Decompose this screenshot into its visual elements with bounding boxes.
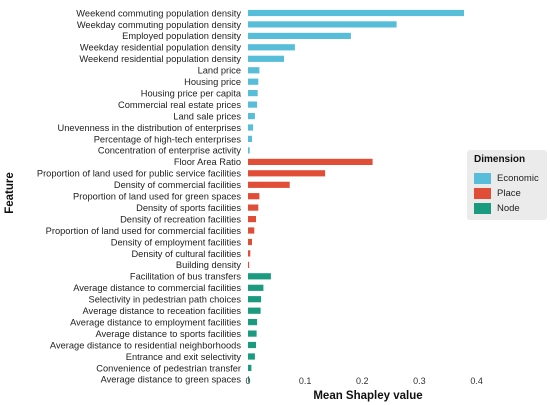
feature-label: Commercial real estate prices bbox=[118, 100, 241, 110]
feature-label: Building density bbox=[176, 260, 241, 270]
bar-node-4 bbox=[248, 319, 258, 326]
feature-label: Land price bbox=[198, 66, 241, 76]
bar-economic-11 bbox=[248, 135, 252, 142]
feature-label: Average distance to commercial facilitie… bbox=[73, 283, 241, 293]
bar-place-8 bbox=[248, 250, 251, 257]
feature-label: Selectivity in pedestrian path choices bbox=[89, 295, 242, 305]
legend-item-place: Place bbox=[474, 186, 521, 200]
legend-item-node: Node bbox=[474, 201, 520, 215]
x-tick-label: 0.2 bbox=[356, 376, 369, 386]
bar-node-7 bbox=[248, 353, 255, 360]
bar-place-3 bbox=[248, 193, 260, 200]
feature-label: Average distance to employment facilitie… bbox=[70, 317, 241, 327]
bar-node-3 bbox=[248, 307, 261, 314]
bar-node-9 bbox=[248, 376, 250, 383]
x-axis-ticks-group: 0 0.1 0.2 0.3 0.4 bbox=[245, 376, 482, 386]
bar-node-1 bbox=[248, 284, 264, 291]
feature-label: Average distance to residential neighbor… bbox=[50, 340, 241, 350]
feature-label: Concentration of enterprise activity bbox=[98, 146, 241, 156]
bar-node-0 bbox=[248, 273, 271, 280]
x-tick-label: 0.1 bbox=[299, 376, 312, 386]
feature-label: Housing price bbox=[184, 77, 241, 87]
feature-label: Density of employment facilities bbox=[111, 237, 242, 247]
feature-label: Density of cultural facilities bbox=[131, 249, 241, 259]
bar-place-0 bbox=[248, 158, 373, 165]
x-tick-label: 0 bbox=[245, 376, 250, 386]
bar-economic-1 bbox=[248, 21, 397, 28]
bar-economic-9 bbox=[248, 113, 255, 120]
legend-label-node: Node bbox=[497, 202, 520, 214]
legend-swatch-economic bbox=[474, 172, 491, 184]
feature-label: Average distance to receation facilities bbox=[83, 306, 242, 316]
bar-economic-3 bbox=[248, 44, 295, 51]
bar-place-1 bbox=[248, 170, 326, 177]
feature-label: Weekend residential population density bbox=[79, 54, 241, 64]
feature-label: Proportion of land used for green spaces bbox=[73, 192, 241, 202]
legend-item-economic: Economic bbox=[474, 171, 539, 185]
y-axis-title: Feature bbox=[4, 172, 16, 214]
bar-node-6 bbox=[248, 341, 256, 349]
bar-place-5 bbox=[248, 216, 256, 223]
bar-economic-8 bbox=[248, 101, 258, 108]
x-tick-label: 0.4 bbox=[470, 376, 483, 386]
feature-label: Proportion of land used for commercial f… bbox=[46, 226, 242, 236]
feature-label: Floor Area Ratio bbox=[174, 157, 241, 167]
bar-place-6 bbox=[248, 227, 255, 234]
feature-label: Weekend commuting population density bbox=[76, 8, 241, 18]
bar-place-9 bbox=[248, 261, 250, 268]
legend-label-economic: Economic bbox=[497, 172, 539, 184]
bars-group bbox=[248, 9, 464, 383]
legend-title: Dimension bbox=[474, 154, 526, 165]
feature-label: Weekday commuting population density bbox=[77, 20, 242, 30]
feature-labels-group: Weekend commuting population density Week… bbox=[37, 8, 242, 384]
x-axis-title: Mean Shapley value bbox=[313, 390, 422, 402]
feature-label: Facilitation of bus transfers bbox=[130, 272, 241, 282]
feature-label: Land sale prices bbox=[173, 111, 241, 121]
feature-label: Average distance to green spaces bbox=[101, 375, 242, 385]
feature-label: Proportion of land used for public servi… bbox=[37, 169, 241, 179]
bar-economic-4 bbox=[248, 55, 284, 62]
feature-label: Housing price per capita bbox=[141, 88, 242, 98]
bar-economic-2 bbox=[248, 32, 351, 39]
feature-label: Weekday residential population density bbox=[80, 43, 241, 53]
feature-label: Density of sports facilities bbox=[136, 203, 241, 213]
bar-economic-12 bbox=[248, 147, 250, 154]
feature-label: Unevenness in the distribution of enterp… bbox=[58, 123, 242, 133]
x-tick-label: 0.3 bbox=[413, 376, 426, 386]
legend-swatch-node bbox=[474, 202, 491, 214]
legend-label-place: Place bbox=[497, 187, 521, 199]
bar-economic-5 bbox=[248, 67, 260, 74]
bar-place-7 bbox=[248, 238, 252, 246]
feature-label: Density of commercial facilities bbox=[114, 180, 241, 190]
feature-label: Employed population density bbox=[122, 31, 241, 41]
feature-label: Average distance to sports facilities bbox=[95, 329, 241, 339]
bar-place-2 bbox=[248, 181, 290, 188]
feature-label: Percentage of high-tech enterprises bbox=[94, 134, 242, 144]
bar-place-4 bbox=[248, 204, 259, 211]
feature-label: Density of recreation facilities bbox=[120, 214, 241, 224]
legend: Dimension Economic Place Node bbox=[467, 150, 547, 220]
bar-node-2 bbox=[248, 296, 262, 303]
legend-swatch-place bbox=[474, 187, 491, 199]
bar-economic-0 bbox=[248, 9, 464, 17]
feature-label: Entrance and exit selectivity bbox=[126, 352, 242, 362]
feature-label: Convenience of pedestrian transfer bbox=[96, 363, 241, 373]
bar-economic-6 bbox=[248, 78, 259, 85]
bar-economic-10 bbox=[248, 124, 254, 131]
bar-economic-7 bbox=[248, 90, 258, 97]
bar-node-5 bbox=[248, 330, 257, 337]
bar-node-8 bbox=[248, 364, 252, 371]
